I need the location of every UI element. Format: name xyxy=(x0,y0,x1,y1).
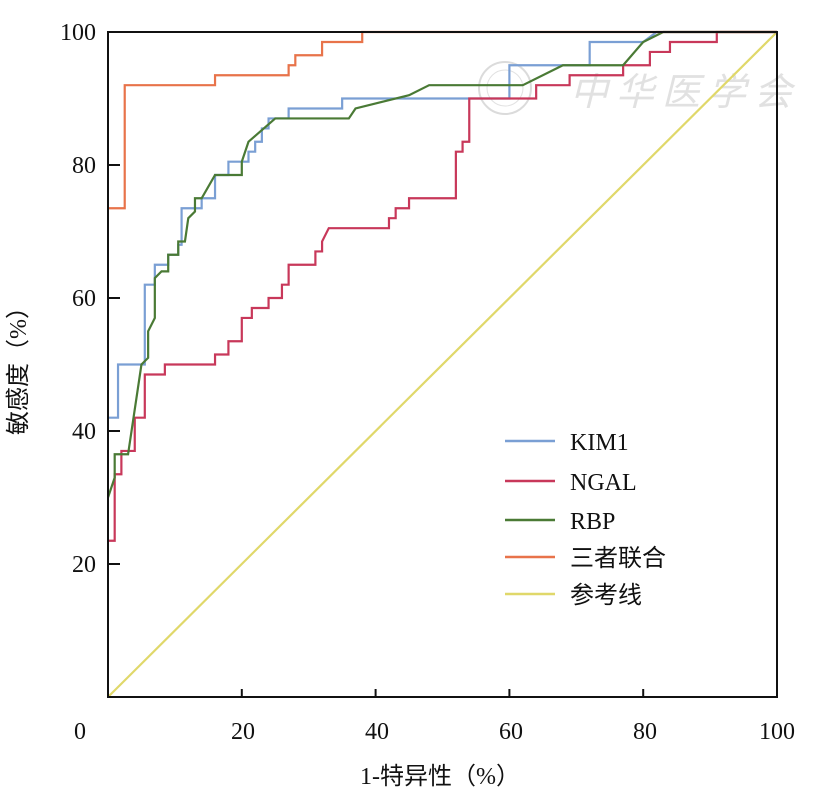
legend-label-rbp: RBP xyxy=(570,509,615,535)
legend-label-kim1: KIM1 xyxy=(570,430,629,456)
series-line-4 xyxy=(107,31,778,698)
y-axis-title: 敏感度（%） xyxy=(5,295,32,435)
plot-frame xyxy=(107,31,778,698)
y-tick-label: 80 xyxy=(72,153,96,179)
x-tick-label: 80 xyxy=(633,719,657,745)
y-tick-label: 100 xyxy=(60,20,96,46)
y-tick-label: 40 xyxy=(72,419,96,445)
y-tick-label: 60 xyxy=(72,286,96,312)
legend-label-reference: 参考线 xyxy=(570,582,642,609)
x-tick-label: 100 xyxy=(759,719,795,745)
x-tick-label: 0 xyxy=(74,719,86,745)
series-line-3 xyxy=(108,30,777,210)
x-axis-title: 1-特异性（%） xyxy=(360,763,520,790)
legend: KIM1 NGAL RBP 三者联合 参考线 xyxy=(505,430,666,609)
legend-label-combined: 三者联合 xyxy=(570,545,666,572)
y-tick-label: 20 xyxy=(72,552,96,578)
series-line-1 xyxy=(108,30,777,542)
x-tick-label: 20 xyxy=(231,719,255,745)
legend-label-ngal: NGAL xyxy=(570,470,637,496)
svg-text:中华医学会: 中华医学会 xyxy=(570,72,800,114)
series-line-2 xyxy=(106,30,777,498)
x-tick-label: 60 xyxy=(499,719,523,745)
watermark-logo: 中华医学会 xyxy=(478,61,800,115)
x-tick-label: 40 xyxy=(365,719,389,745)
